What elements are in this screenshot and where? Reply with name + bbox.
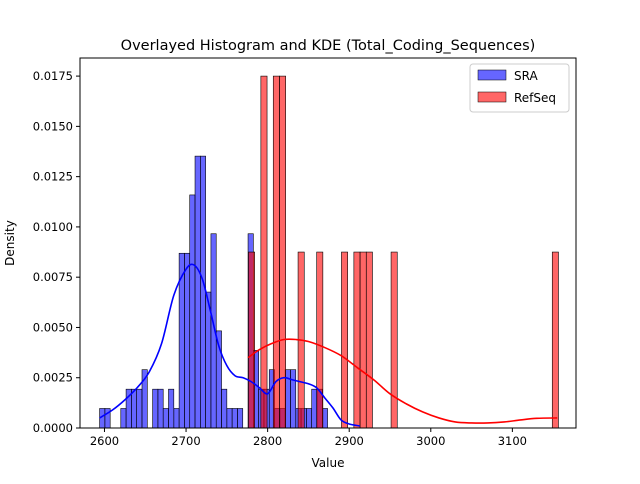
legend-swatch-sra — [477, 69, 507, 81]
x-tick-label-5: 3100 — [498, 434, 527, 448]
bar-sra-11 — [168, 388, 175, 429]
legend-label-refseq: RefSeq — [514, 91, 556, 105]
legend-label-sra: SRA — [514, 69, 538, 83]
bar-sra-15 — [189, 194, 196, 429]
y-tick-label-4: 0.0100 — [33, 220, 73, 234]
bar-sra-5 — [136, 388, 143, 429]
bar-sra-24 — [237, 408, 244, 429]
bar-refseq-3 — [279, 75, 286, 429]
bar-sra-17 — [200, 155, 206, 429]
kde-line-sra — [99, 263, 360, 427]
y-axis-label: Density — [3, 220, 17, 266]
plot-frame — [79, 57, 577, 429]
bar-refseq-0 — [248, 251, 255, 429]
x-tick-label-4: 3000 — [416, 434, 445, 448]
bar-sra-10 — [162, 408, 169, 429]
y-tick-label-1: 0.0025 — [33, 371, 73, 385]
bar-sra-22 — [226, 408, 233, 429]
bar-sra-38 — [311, 388, 318, 429]
x-tick-label-0: 2600 — [90, 434, 119, 448]
bar-refseq-6 — [341, 251, 348, 429]
y-tick-label-7: 0.0175 — [33, 69, 73, 83]
bar-sra-16 — [194, 155, 201, 429]
x-axis: 2600 2700 2800 2900 3000 3100 — [90, 428, 527, 448]
bar-refseq-5 — [316, 251, 324, 429]
bar-refseq-7 — [353, 251, 361, 429]
chart-title: Overlayed Histogram and KDE (Total_Codin… — [121, 38, 536, 54]
series-sra-bars — [99, 155, 328, 429]
legend-swatch-refseq — [477, 91, 507, 103]
bar-refseq-9 — [365, 251, 373, 429]
bar-sra-12 — [173, 408, 180, 429]
bar-refseq-1 — [260, 75, 268, 429]
bar-sra-2 — [120, 408, 127, 429]
x-axis-label: Value — [312, 456, 345, 470]
x-tick-label-3: 2900 — [335, 434, 364, 448]
y-axis: 0.0000 0.0025 0.0050 0.0075 0.0100 0.0125 0.01… — [33, 69, 80, 435]
plot-area — [99, 75, 559, 429]
y-tick-label-5: 0.0125 — [33, 170, 73, 184]
bar-sra-23 — [231, 408, 238, 429]
kde-line-refseq — [247, 338, 558, 424]
bar-sra-4 — [131, 388, 137, 429]
y-tick-label-2: 0.0050 — [33, 320, 73, 334]
x-tick-label-2: 2800 — [253, 434, 282, 448]
bar-sra-9 — [157, 388, 164, 429]
legend: SRA RefSeq — [469, 63, 570, 113]
x-tick-label-1: 2700 — [171, 434, 200, 448]
y-tick-label-0: 0.0000 — [33, 421, 73, 435]
bar-refseq-2 — [272, 75, 280, 429]
bar-sra-21 — [221, 388, 228, 429]
bar-sra-8 — [152, 388, 159, 429]
y-tick-label-3: 0.0075 — [33, 270, 73, 284]
bar-sra-37 — [306, 408, 312, 429]
bar-sra-14 — [184, 252, 191, 429]
bar-refseq-11 — [551, 251, 559, 429]
bar-sra-34 — [290, 369, 297, 429]
bar-refseq-8 — [359, 251, 367, 429]
y-tick-label-6: 0.0150 — [33, 119, 73, 133]
bar-refseq-10 — [390, 251, 398, 429]
